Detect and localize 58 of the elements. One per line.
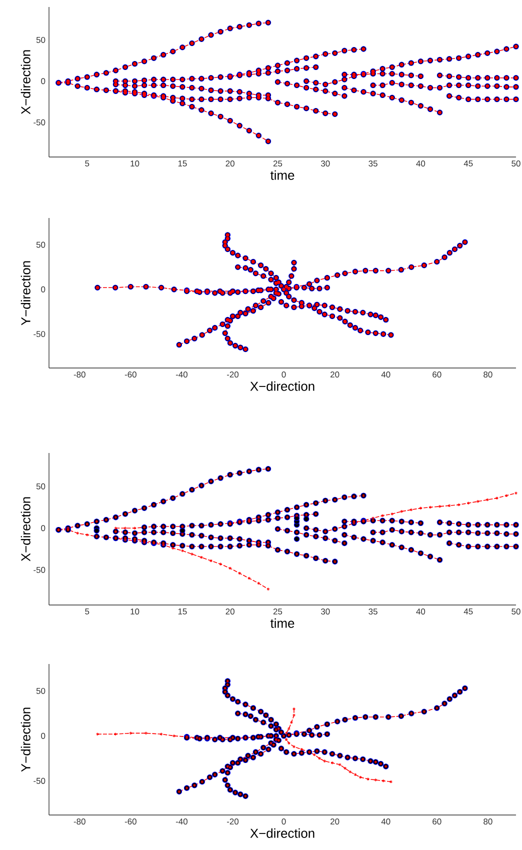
x-tick-label: 35 [368,160,378,166]
x-tick-label: 50 [512,160,520,166]
y-tick-label: 0 [41,525,46,532]
x-tick-label: 40 [416,160,426,166]
y-tick-label: 50 [36,242,46,248]
x-tick-label: 30 [321,608,330,615]
x-tick-label: 40 [416,608,426,615]
y-tick-label: 0 [41,286,46,292]
x-tick-label: 10 [130,160,140,166]
x-tick-label: 80 [484,818,492,825]
x-tick-label: 20 [330,372,340,378]
x-axis-title: time [270,618,294,628]
x-tick-label: 60 [432,372,442,378]
x-tick-label: 15 [178,160,187,166]
x-tick-label: 45 [464,160,473,166]
y-axis-title: Y−direction [20,261,30,326]
x-tick-label: 25 [273,608,282,615]
x-tick-label: 0 [282,372,286,378]
x-tick-label: 30 [321,160,330,166]
x-tick-label: 35 [368,608,378,615]
x-tick-label: 5 [85,608,90,614]
x-tick-label: -40 [176,372,188,378]
x-tick-label: 20 [226,608,234,615]
x-tick-label: 40 [381,818,390,825]
x-tick-label: 40 [381,372,390,378]
x-tick-label: -80 [74,818,86,825]
x-tick-label: -20 [226,372,239,378]
x-tick-label: 60 [432,818,442,825]
x-tick-label: -60 [124,818,136,825]
y-tick-label: -50 [34,778,46,784]
y-axis-title: X−direction [20,50,30,114]
y-tick-label: 50 [36,483,46,490]
y-tick-label: 0 [41,78,46,84]
x-tick-label: 45 [464,608,473,614]
x-tick-label: 20 [226,160,234,166]
x-tick-label: -80 [74,372,86,378]
y-tick-label: -50 [34,119,46,126]
x-tick-label: 20 [330,818,340,825]
x-axis-title: X−direction [250,381,314,391]
y-tick-label: -50 [34,566,46,573]
x-tick-label: -20 [226,818,239,825]
y-tick-label: -50 [34,331,46,338]
x-axis-title: X−direction [250,828,314,838]
y-tick-label: 50 [36,688,46,694]
x-tick-label: -40 [176,818,188,825]
y-tick-label: 50 [36,36,46,43]
x-tick-label: 25 [273,160,282,166]
x-tick-label: 15 [178,608,187,614]
x-tick-label: 10 [130,608,140,615]
x-tick-label: 80 [484,372,492,378]
x-axis-title: time [270,170,294,180]
x-tick-label: -60 [124,372,136,378]
x-tick-label: 50 [512,608,520,615]
y-axis-title: X−direction [20,497,30,562]
y-tick-label: 0 [41,732,46,739]
y-axis-title: Y−direction [20,708,30,772]
x-tick-label: 0 [282,818,286,825]
x-tick-label: 5 [85,160,90,166]
